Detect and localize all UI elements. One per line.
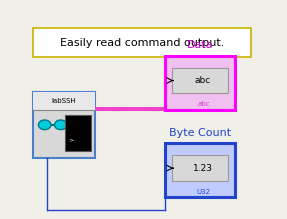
Text: U32: U32	[197, 189, 211, 195]
FancyBboxPatch shape	[33, 92, 95, 158]
FancyBboxPatch shape	[172, 155, 228, 181]
Text: Easily read command output.: Easily read command output.	[60, 38, 224, 48]
Circle shape	[55, 120, 67, 130]
Text: Byte Count: Byte Count	[169, 128, 231, 138]
Text: Data: Data	[187, 40, 214, 50]
FancyBboxPatch shape	[33, 92, 95, 110]
Text: 1.23: 1.23	[193, 164, 213, 173]
FancyBboxPatch shape	[165, 56, 235, 110]
Text: abc: abc	[195, 76, 211, 85]
FancyBboxPatch shape	[165, 143, 235, 197]
FancyBboxPatch shape	[33, 28, 251, 57]
Text: labSSH: labSSH	[52, 98, 76, 104]
Text: >: >	[68, 137, 73, 142]
Text: abc: abc	[197, 101, 210, 107]
FancyBboxPatch shape	[65, 115, 91, 151]
FancyBboxPatch shape	[172, 68, 228, 94]
Circle shape	[38, 120, 51, 130]
